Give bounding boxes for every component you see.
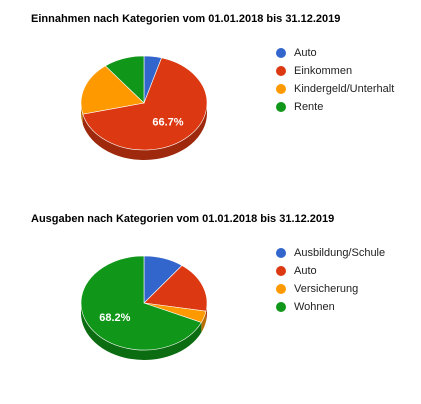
income-slice-side bbox=[81, 103, 83, 125]
legend-dot-icon bbox=[276, 48, 286, 58]
expense-slice[interactable] bbox=[143, 265, 208, 312]
income-legend-label: Auto bbox=[294, 47, 317, 59]
expense-legend-label: Wohnen bbox=[294, 301, 335, 313]
legend-dot-icon bbox=[276, 302, 286, 312]
income-legend-item[interactable]: Einkommen bbox=[276, 62, 394, 80]
expense-chart-title: Ausgaben nach Kategorien vom 01.01.2018 … bbox=[31, 213, 335, 225]
income-legend-label: Rente bbox=[294, 101, 324, 113]
expense-legend-item[interactable]: Wohnen bbox=[276, 298, 385, 316]
income-slice-label: 66.7% bbox=[152, 117, 183, 129]
expense-legend-label: Ausbildung/Schule bbox=[294, 247, 386, 259]
income-chart: Einnahmen nach Kategorien vom 01.01.2018… bbox=[0, 0, 421, 200]
legend-dot-icon bbox=[276, 266, 286, 276]
expense-slice-side bbox=[201, 311, 207, 333]
income-legend-item[interactable]: Kindergeld/Unterhalt bbox=[276, 80, 394, 98]
expense-pie[interactable]: 68.2% bbox=[0, 200, 421, 400]
expense-legend-label: Auto bbox=[294, 265, 317, 277]
income-slice[interactable] bbox=[82, 57, 208, 151]
legend-dot-icon bbox=[276, 84, 286, 94]
income-legend-item[interactable]: Rente bbox=[276, 98, 394, 116]
expense-legend-label: Versicherung bbox=[294, 283, 359, 295]
expense-legend-item[interactable]: Auto bbox=[276, 262, 385, 280]
income-slice[interactable] bbox=[104, 55, 145, 104]
income-legend-label: Einkommen bbox=[294, 65, 353, 77]
legend-dot-icon bbox=[276, 248, 286, 258]
expense-legend-item[interactable]: Ausbildung/Schule bbox=[276, 244, 385, 262]
income-slice-side bbox=[82, 103, 207, 161]
expense-slice[interactable] bbox=[80, 255, 202, 351]
legend-dot-icon bbox=[276, 284, 286, 294]
legend-dot-icon bbox=[276, 66, 286, 76]
income-legend: Auto Einkommen Kindergeld/Unterhalt Rent… bbox=[276, 44, 394, 116]
expense-slice-label: 68.2% bbox=[99, 312, 130, 324]
expense-legend-item[interactable]: Versicherung bbox=[276, 280, 385, 298]
income-pie[interactable]: 66.7% bbox=[0, 0, 421, 200]
income-legend-item[interactable]: Auto bbox=[276, 44, 394, 62]
income-legend-label: Kindergeld/Unterhalt bbox=[294, 83, 395, 95]
income-chart-title: Einnahmen nach Kategorien vom 01.01.2018… bbox=[31, 13, 341, 25]
income-slice[interactable] bbox=[80, 65, 145, 115]
expense-chart: Ausgaben nach Kategorien vom 01.01.2018 … bbox=[0, 200, 421, 400]
expense-slice-side bbox=[81, 303, 202, 360]
expense-legend: Ausbildung/Schule Auto Versicherung Wohn… bbox=[276, 244, 385, 316]
legend-dot-icon bbox=[276, 102, 286, 112]
